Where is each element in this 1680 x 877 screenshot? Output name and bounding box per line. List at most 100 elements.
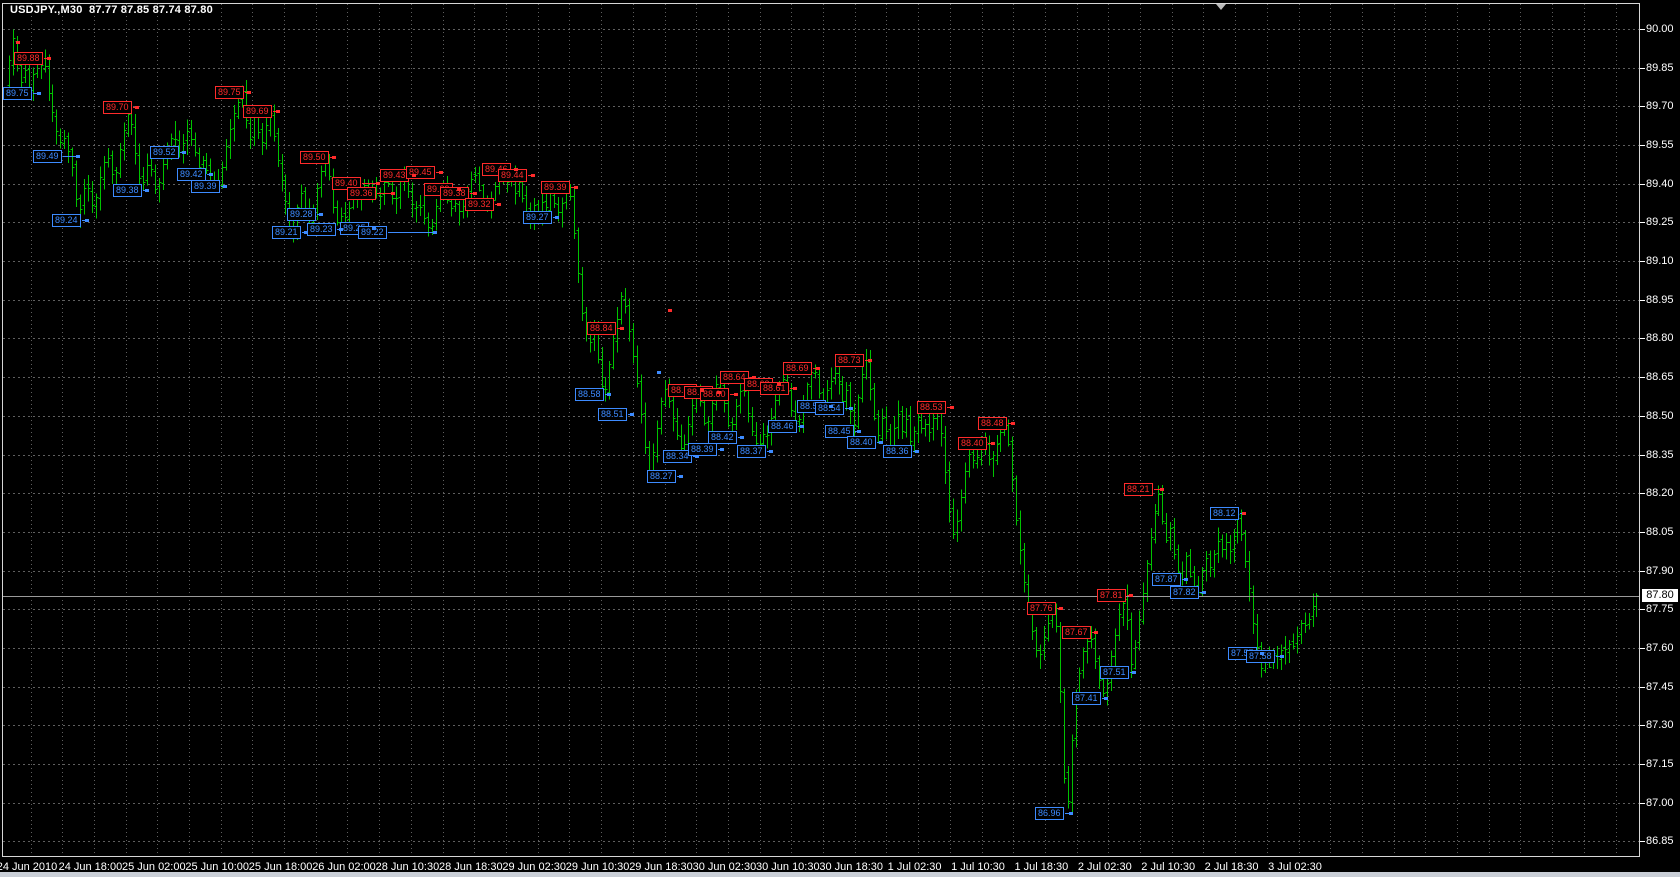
price-tick-label: 88.05 [1646, 526, 1674, 538]
signal-connector-line [528, 175, 531, 176]
signal-connector-line [693, 456, 695, 457]
sell-signal-label[interactable]: 89.70 [103, 101, 132, 114]
sell-signal-label[interactable]: 88.84 [587, 322, 616, 335]
buy-signal-label[interactable]: 88.58 [575, 388, 604, 401]
buy-signal-label[interactable]: 88.37 [737, 445, 766, 458]
sell-signal-label[interactable]: 89.69 [243, 105, 272, 118]
sell-signal-label[interactable]: 88.21 [1124, 483, 1153, 496]
time-tick-label: 25 Jun 02:00 [121, 861, 186, 873]
price-tick-label: 89.70 [1646, 100, 1674, 112]
sell-signal-label[interactable]: 89.38 [440, 187, 469, 200]
buy-signal-label[interactable]: 88.12 [1210, 507, 1239, 520]
sell-signal-label[interactable]: 89.43 [380, 169, 409, 182]
buy-signal-label[interactable]: 88.45 [825, 425, 854, 438]
sell-signal-label[interactable]: 89.36 [347, 187, 376, 200]
buy-signal-label[interactable]: 88.40 [847, 436, 876, 449]
time-tick-label: 30 Jun 18:30 [819, 861, 883, 873]
sell-signal-label[interactable]: 89.40 [332, 177, 361, 190]
buy-signal-label[interactable]: 87.41 [1072, 692, 1101, 705]
signal-arrow-dot [1094, 631, 1098, 634]
price-tick-label: 86.85 [1646, 835, 1674, 847]
sell-signal-label[interactable]: 89.45 [406, 166, 435, 179]
buy-signal-label[interactable]: 88.39 [688, 443, 717, 456]
buy-signal-label[interactable]: 89.52 [150, 146, 179, 159]
sell-signal-label[interactable]: 89.32 [465, 198, 494, 211]
sell-signal-label[interactable]: 88.48 [978, 417, 1007, 430]
buy-signal-label[interactable]: 89.39 [191, 180, 220, 193]
price-tick-label: 89.55 [1646, 139, 1674, 151]
signal-arrow-dot [1242, 512, 1246, 515]
buy-signal-label[interactable]: 89.27 [523, 211, 552, 224]
sell-signal-label[interactable]: 88.69 [783, 362, 812, 375]
buy-signal-label[interactable]: 88.27 [647, 470, 676, 483]
sell-signal-label[interactable]: 89.50 [300, 151, 329, 164]
time-tick-label: 25 Jun 10:00 [185, 861, 249, 873]
buy-signal-label[interactable]: 88.34 [663, 450, 692, 463]
buy-signal-label[interactable]: 88.46 [768, 420, 797, 433]
buy-signal-label[interactable]: 89.23 [307, 223, 336, 236]
sell-signal-label[interactable]: 88.61 [760, 382, 789, 395]
buy-signal-label[interactable]: 89.75 [3, 87, 32, 100]
signal-connector-line [1154, 489, 1160, 490]
signal-connector-line [143, 190, 145, 191]
buy-signal-label[interactable]: 89.24 [52, 214, 81, 227]
signal-connector-line [988, 443, 991, 444]
sell-signal-label[interactable]: 89.44 [498, 169, 527, 182]
signal-arrow-dot [829, 405, 833, 408]
signal-connector-line [362, 183, 376, 184]
sell-signal-label[interactable]: 87.76 [1027, 602, 1056, 615]
buy-signal-label[interactable]: 89.38 [113, 184, 142, 197]
signal-connector-line [767, 451, 769, 452]
buy-signal-label[interactable]: 89.49 [33, 150, 62, 163]
sell-signal-label[interactable]: 89.75 [215, 86, 244, 99]
time-tick-label: 2 Jul 10:30 [1141, 861, 1196, 873]
buy-signal-label[interactable]: 89.21 [272, 226, 301, 239]
time-tick-label: 2 Jul 02:30 [1077, 861, 1132, 873]
time-tick-label: 28 Jun 10:30 [375, 861, 440, 873]
signal-connector-line [317, 214, 319, 215]
price-tick-label: 88.50 [1646, 410, 1674, 422]
signal-arrow-dot [412, 174, 416, 177]
sell-signal-label[interactable]: 88.40 [958, 437, 987, 450]
signal-arrow-dot [304, 231, 308, 234]
time-tick-label: 28 Jun 18:30 [438, 861, 503, 873]
signal-arrow-dot [1069, 812, 1073, 815]
sell-signal-label[interactable]: 87.81 [1097, 589, 1126, 602]
sell-signal-label[interactable]: 88.73 [835, 354, 864, 367]
sell-signal-label[interactable]: 87.67 [1062, 626, 1091, 639]
chart-shift-marker-icon [1216, 4, 1226, 10]
signal-arrow-dot [555, 216, 559, 219]
signal-connector-line [377, 193, 391, 194]
sell-signal-label[interactable]: 88.64 [720, 371, 749, 384]
signal-arrow-dot [868, 359, 872, 362]
buy-signal-label[interactable]: 86.96 [1035, 807, 1064, 820]
buy-signal-label[interactable]: 87.58 [1246, 650, 1275, 663]
buy-signal-label[interactable]: 87.82 [1170, 586, 1199, 599]
buy-signal-label[interactable]: 87.87 [1152, 573, 1181, 586]
signal-arrow-dot [740, 436, 744, 439]
sell-signal-label[interactable]: 89.88 [14, 52, 43, 65]
sell-signal-label[interactable]: 88.60 [700, 388, 729, 401]
buy-signal-label[interactable]: 88.42 [708, 431, 737, 444]
price-tick-label: 89.40 [1646, 178, 1674, 190]
signal-arrow-dot [769, 450, 773, 453]
signal-connector-line [470, 193, 473, 194]
buy-signal-label[interactable]: 87.51 [1100, 666, 1129, 679]
buy-signal-label[interactable]: 88.54 [815, 402, 844, 415]
buy-signal-label[interactable]: 88.51 [598, 408, 627, 421]
signal-arrow-dot [339, 228, 343, 231]
buy-signal-label[interactable]: 89.22 [358, 226, 387, 239]
sell-signal-label[interactable]: 89.39 [541, 181, 570, 194]
signal-arrow-dot [630, 413, 634, 416]
signal-connector-line [44, 58, 47, 59]
signal-arrow-dot [497, 203, 501, 206]
price-tick-label: 87.75 [1646, 603, 1674, 615]
time-tick-label: 30 Jun 02:30 [692, 861, 757, 873]
buy-signal-label[interactable]: 89.28 [287, 208, 316, 221]
buy-signal-label[interactable]: 88.36 [883, 445, 912, 458]
price-tick-label: 87.30 [1646, 719, 1674, 731]
fractal-dot [16, 41, 20, 44]
sell-signal-label[interactable]: 88.53 [917, 401, 946, 414]
